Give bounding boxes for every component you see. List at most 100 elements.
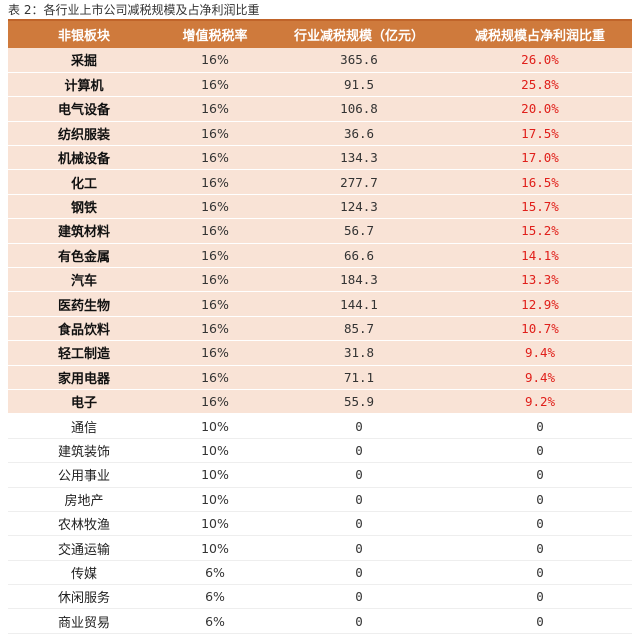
table-row: 采掘 16% 365.6 26.0% bbox=[8, 48, 632, 73]
tax-cut-scale-cell: 0 bbox=[270, 438, 448, 464]
share-of-profit-cell: 26.0% bbox=[448, 48, 632, 73]
vat-rate-cell: 10% bbox=[160, 462, 270, 488]
vat-rate-cell: 16% bbox=[160, 48, 270, 73]
tax-cut-scale-cell: 85.7 bbox=[270, 316, 448, 342]
table-row: 化工 16% 277.7 16.5% bbox=[8, 169, 632, 195]
header-vat-rate: 增值税税率 bbox=[160, 19, 270, 48]
share-of-profit-cell: 17.5% bbox=[448, 121, 632, 147]
table-row: 纺织服装 16% 36.6 17.5% bbox=[8, 121, 632, 147]
vat-rate-cell: 16% bbox=[160, 145, 270, 171]
share-of-profit-cell: 0 bbox=[448, 511, 632, 537]
sector-cell: 钢铁 bbox=[8, 194, 160, 220]
table-row: 休闲服务 6% 0 0 bbox=[8, 584, 632, 610]
table-row: 电子 16% 55.9 9.2% bbox=[8, 389, 632, 415]
vat-rate-cell: 6% bbox=[160, 560, 270, 586]
tax-cut-scale-cell: 56.7 bbox=[270, 218, 448, 244]
tax-cut-scale-cell: 124.3 bbox=[270, 194, 448, 220]
tax-cut-scale-cell: 0 bbox=[270, 608, 448, 634]
share-of-profit-cell: 0 bbox=[448, 584, 632, 610]
sector-cell: 农林牧渔 bbox=[8, 511, 160, 537]
table-row: 计算机 16% 91.5 25.8% bbox=[8, 72, 632, 98]
vat-rate-cell: 16% bbox=[160, 218, 270, 244]
tax-cut-scale-cell: 71.1 bbox=[270, 365, 448, 390]
table-row: 建筑装饰 10% 0 0 bbox=[8, 438, 632, 464]
table-row: 通信 10% 0 0 bbox=[8, 413, 632, 439]
vat-rate-cell: 16% bbox=[160, 389, 270, 415]
vat-rate-cell: 16% bbox=[160, 340, 270, 366]
sector-cell: 有色金属 bbox=[8, 243, 160, 269]
sector-cell: 传媒 bbox=[8, 560, 160, 586]
table-row: 食品饮料 16% 85.7 10.7% bbox=[8, 316, 632, 342]
tax-cut-scale-cell: 144.1 bbox=[270, 291, 448, 317]
sector-cell: 采掘 bbox=[8, 48, 160, 73]
tax-cut-scale-cell: 91.5 bbox=[270, 72, 448, 98]
share-of-profit-cell: 14.1% bbox=[448, 243, 632, 269]
share-of-profit-cell: 20.0% bbox=[448, 96, 632, 122]
table-row: 轻工制造 16% 31.8 9.4% bbox=[8, 340, 632, 366]
vat-rate-cell: 16% bbox=[160, 96, 270, 122]
tax-cut-table: 非银板块 增值税税率 行业减税规模（亿元） 减税规模占净利润比重 采掘 16% 36… bbox=[8, 19, 632, 634]
share-of-profit-cell: 0 bbox=[448, 487, 632, 512]
table-row: 公用事业 10% 0 0 bbox=[8, 462, 632, 488]
header-sector: 非银板块 bbox=[8, 19, 160, 48]
sector-cell: 纺织服装 bbox=[8, 121, 160, 147]
sector-cell: 家用电器 bbox=[8, 365, 160, 390]
sector-cell: 化工 bbox=[8, 169, 160, 195]
sector-cell: 建筑装饰 bbox=[8, 438, 160, 464]
sector-cell: 建筑材料 bbox=[8, 218, 160, 244]
share-of-profit-cell: 9.4% bbox=[448, 365, 632, 390]
share-of-profit-cell: 12.9% bbox=[448, 291, 632, 317]
tax-cut-scale-cell: 0 bbox=[270, 413, 448, 439]
sector-cell: 轻工制造 bbox=[8, 340, 160, 366]
sector-cell: 电气设备 bbox=[8, 96, 160, 122]
sector-cell: 商业贸易 bbox=[8, 608, 160, 634]
vat-rate-cell: 16% bbox=[160, 365, 270, 390]
tax-cut-scale-cell: 55.9 bbox=[270, 389, 448, 415]
tax-cut-scale-cell: 0 bbox=[270, 511, 448, 537]
tax-cut-scale-cell: 0 bbox=[270, 535, 448, 561]
share-of-profit-cell: 16.5% bbox=[448, 169, 632, 195]
table-body: 采掘 16% 365.6 26.0% 计算机 16% 91.5 25.8% 电气设备 16% 106… bbox=[8, 48, 632, 634]
sector-cell: 公用事业 bbox=[8, 462, 160, 488]
sector-cell: 计算机 bbox=[8, 72, 160, 98]
header-tax-cut-scale: 行业减税规模（亿元） bbox=[270, 19, 448, 48]
sector-cell: 机械设备 bbox=[8, 145, 160, 171]
vat-rate-cell: 10% bbox=[160, 511, 270, 537]
share-of-profit-cell: 9.4% bbox=[448, 340, 632, 366]
table-row: 医药生物 16% 144.1 12.9% bbox=[8, 291, 632, 317]
table-row: 有色金属 16% 66.6 14.1% bbox=[8, 243, 632, 269]
sector-cell: 电子 bbox=[8, 389, 160, 415]
tax-cut-scale-cell: 0 bbox=[270, 487, 448, 512]
vat-rate-cell: 16% bbox=[160, 316, 270, 342]
share-of-profit-cell: 15.2% bbox=[448, 218, 632, 244]
sector-cell: 通信 bbox=[8, 413, 160, 439]
tax-cut-scale-cell: 277.7 bbox=[270, 169, 448, 195]
vat-rate-cell: 10% bbox=[160, 438, 270, 464]
table-row: 房地产 10% 0 0 bbox=[8, 487, 632, 512]
tax-cut-scale-cell: 0 bbox=[270, 584, 448, 610]
tax-cut-scale-cell: 36.6 bbox=[270, 121, 448, 147]
vat-rate-cell: 16% bbox=[160, 121, 270, 147]
tax-cut-scale-cell: 31.8 bbox=[270, 340, 448, 366]
share-of-profit-cell: 10.7% bbox=[448, 316, 632, 342]
share-of-profit-cell: 0 bbox=[448, 560, 632, 586]
share-of-profit-cell: 17.0% bbox=[448, 145, 632, 171]
vat-rate-cell: 10% bbox=[160, 535, 270, 561]
sector-cell: 医药生物 bbox=[8, 291, 160, 317]
table-row: 交通运输 10% 0 0 bbox=[8, 535, 632, 561]
vat-rate-cell: 6% bbox=[160, 584, 270, 610]
table-row: 汽车 16% 184.3 13.3% bbox=[8, 267, 632, 293]
share-of-profit-cell: 13.3% bbox=[448, 267, 632, 293]
vat-rate-cell: 10% bbox=[160, 487, 270, 512]
table-row: 建筑材料 16% 56.7 15.2% bbox=[8, 218, 632, 244]
vat-rate-cell: 16% bbox=[160, 243, 270, 269]
vat-rate-cell: 16% bbox=[160, 72, 270, 98]
table-row: 电气设备 16% 106.8 20.0% bbox=[8, 96, 632, 122]
sector-cell: 汽车 bbox=[8, 267, 160, 293]
share-of-profit-cell: 0 bbox=[448, 462, 632, 488]
table-row: 商业贸易 6% 0 0 bbox=[8, 608, 632, 634]
table-header-row: 非银板块 增值税税率 行业减税规模（亿元） 减税规模占净利润比重 bbox=[8, 19, 632, 48]
table-row: 传媒 6% 0 0 bbox=[8, 560, 632, 586]
sector-cell: 食品饮料 bbox=[8, 316, 160, 342]
tax-cut-scale-cell: 134.3 bbox=[270, 145, 448, 171]
